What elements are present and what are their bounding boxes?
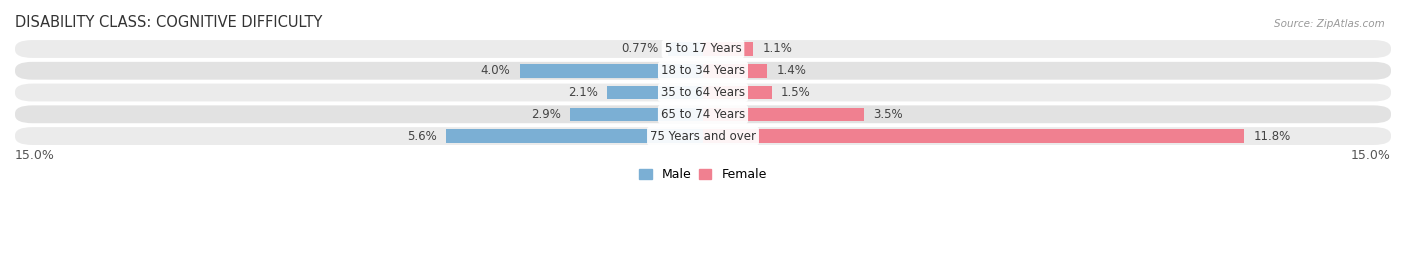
Text: 5.6%: 5.6% <box>408 130 437 143</box>
Bar <box>520 64 703 77</box>
Text: 15.0%: 15.0% <box>1351 149 1391 162</box>
Bar <box>569 107 703 121</box>
Text: 35 to 64 Years: 35 to 64 Years <box>661 86 745 99</box>
Legend: Male, Female: Male, Female <box>634 163 772 186</box>
Text: 15.0%: 15.0% <box>15 149 55 162</box>
Text: 1.4%: 1.4% <box>776 64 806 77</box>
Text: 0.77%: 0.77% <box>621 42 658 56</box>
FancyBboxPatch shape <box>15 84 1391 102</box>
Bar <box>668 42 703 56</box>
Text: DISABILITY CLASS: COGNITIVE DIFFICULTY: DISABILITY CLASS: COGNITIVE DIFFICULTY <box>15 15 322 30</box>
Bar <box>703 42 754 56</box>
Text: 2.1%: 2.1% <box>568 86 598 99</box>
Text: 65 to 74 Years: 65 to 74 Years <box>661 108 745 121</box>
Text: 18 to 34 Years: 18 to 34 Years <box>661 64 745 77</box>
Text: Source: ZipAtlas.com: Source: ZipAtlas.com <box>1274 19 1385 29</box>
Text: 1.1%: 1.1% <box>762 42 793 56</box>
Bar <box>703 64 768 77</box>
Text: 5 to 17 Years: 5 to 17 Years <box>665 42 741 56</box>
FancyBboxPatch shape <box>15 62 1391 80</box>
Text: 2.9%: 2.9% <box>531 108 561 121</box>
Bar <box>606 86 703 99</box>
Text: 75 Years and over: 75 Years and over <box>650 130 756 143</box>
FancyBboxPatch shape <box>15 105 1391 123</box>
Text: 3.5%: 3.5% <box>873 108 903 121</box>
Text: 11.8%: 11.8% <box>1253 130 1291 143</box>
Bar <box>703 107 863 121</box>
Text: 1.5%: 1.5% <box>780 86 811 99</box>
FancyBboxPatch shape <box>15 127 1391 145</box>
Bar <box>446 129 703 143</box>
FancyBboxPatch shape <box>15 40 1391 58</box>
Text: 4.0%: 4.0% <box>481 64 510 77</box>
Bar <box>703 86 772 99</box>
Bar <box>703 129 1244 143</box>
